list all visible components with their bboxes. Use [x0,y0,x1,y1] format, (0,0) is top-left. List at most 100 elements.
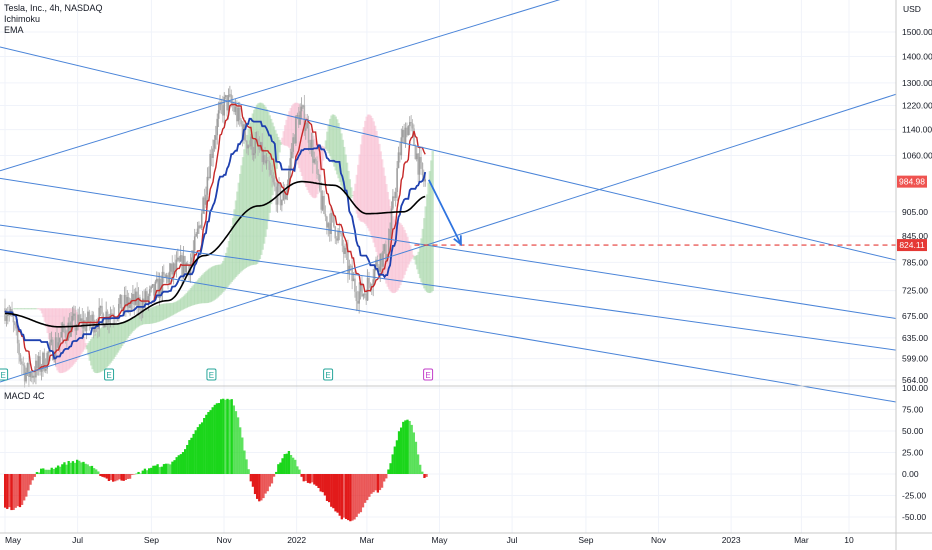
candle-body [126,297,129,307]
cloud-segment [416,254,419,270]
candle-body [111,313,113,315]
cloud-segment [352,190,356,203]
macd-bar [406,419,409,474]
cloud-segment [29,308,33,310]
cloud-segment [244,141,248,268]
ascending-channel-lower[interactable] [0,93,897,383]
time-tick-label: Jul [72,535,83,545]
macd-bar [325,474,329,501]
projection-arrow-head[interactable] [453,235,462,247]
macd-bar [39,468,43,474]
candle-body [363,293,366,295]
candle-body [319,174,321,191]
earnings-marker[interactable] [206,368,217,381]
candle-body [311,139,314,163]
candle-body [403,129,405,144]
cloud-segment [424,206,427,291]
cloud-segment [109,324,113,363]
cloud-segment [361,135,364,222]
macd-bar [109,474,113,481]
macd-bar [330,474,333,507]
candle-body [238,107,241,120]
macd-bar [103,474,106,478]
candle-body [414,145,417,160]
cloud-segment [149,308,152,324]
macd-bar [118,474,121,480]
macd-bar [334,474,337,512]
descending-channel-upper[interactable] [0,46,897,261]
candle-body [184,256,186,273]
cloud-segment [257,103,260,263]
macd-bar [200,422,204,474]
trend-drawings[interactable] [0,0,897,403]
candle-body [82,320,85,329]
time-tick-label: 10 [844,535,854,545]
candle-body [234,106,237,112]
candle-body [118,303,120,317]
descending-channel-middle[interactable] [0,177,897,320]
earnings-marker[interactable] [0,368,9,381]
cloud-segment [314,141,318,198]
candle-body [195,233,197,237]
macd-bar [258,474,261,502]
macd-bar [393,446,396,474]
macd-bar [414,441,418,474]
macd-bar [363,474,367,503]
cloud-segment [129,318,132,335]
earnings-marker[interactable] [423,368,434,381]
cloud-segment [199,276,203,304]
macd-bar [421,471,424,474]
macd-bar [387,469,390,474]
currency-label[interactable]: USD [903,4,921,14]
candle-body [281,199,283,206]
candle-body [108,319,110,323]
macd-bar [397,431,401,474]
cloud-segment [331,114,335,163]
candle-body [411,123,414,129]
macd-bar [158,467,161,474]
cloud-segment [264,106,267,237]
candle-body [283,190,286,200]
cloud-segment [98,329,101,373]
ichimoku-label[interactable]: Ichimoku [4,14,41,24]
projection-arrow[interactable] [427,179,462,245]
candle-body [171,263,174,275]
cloud-segment [142,311,145,325]
cloud-segment [418,246,422,279]
macd-bar [169,464,172,474]
candle-body [229,94,231,96]
cloud-segment [421,228,425,286]
candle-body [50,339,53,343]
macd-bar [59,466,62,474]
candle-body [103,324,106,328]
macd-bar [50,467,53,474]
macd-bar [408,420,411,474]
macd-bar [186,444,189,474]
cloud-segment [340,133,343,186]
cloud-segment [324,140,328,149]
symbol-title[interactable]: Tesla, Inc., 4h, NASDAQ [4,3,103,13]
cloud-segment [250,117,253,266]
macd-label[interactable]: MACD 4C [4,391,45,401]
descending-channel-lower[interactable] [0,224,897,351]
cloud-segment [354,183,357,209]
candle-body [323,195,325,214]
ema-label[interactable]: EMA [4,25,24,35]
cloud-segment [70,308,73,367]
descending-channel-bottom[interactable] [0,248,897,403]
cloud-segment [140,312,144,325]
macd-bar [105,474,108,479]
cloud-segment [87,343,90,356]
macd-bar [122,474,125,481]
earnings-marker[interactable] [104,368,115,381]
ascending-channel-upper[interactable] [0,0,896,172]
candle-body [247,145,249,149]
macd-bar [114,474,117,482]
candle-body [390,208,393,230]
cloud-segment [411,254,415,258]
cloud-segment [144,310,148,325]
earnings-marker[interactable] [323,368,334,381]
